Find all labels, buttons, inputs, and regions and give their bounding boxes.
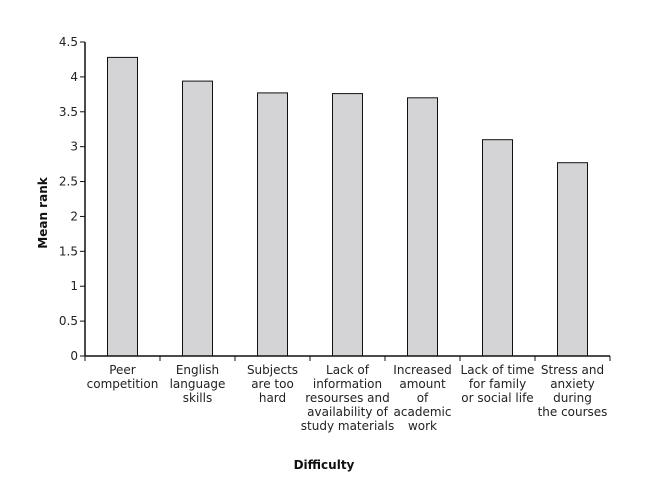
y-tick-label: 1.5 — [59, 244, 78, 258]
y-axis: 0 0.5 1 1.5 2 2.5 3 3.5 4 4.5 — [59, 35, 86, 363]
y-tick-label: 4 — [70, 70, 78, 84]
bars-group — [107, 56, 588, 357]
y-tick-label: 1 — [70, 279, 78, 293]
x-category-label: Peer competition — [87, 363, 159, 391]
y-tick-label: 0 — [70, 349, 78, 363]
bar-0 — [107, 56, 138, 357]
y-tick-label: 2.5 — [59, 175, 78, 189]
y-tick-label: 0.5 — [59, 314, 78, 328]
bar-3 — [332, 93, 363, 357]
y-tick-label: 3.5 — [59, 105, 78, 119]
x-category-label: Subjects are too hard — [247, 363, 298, 405]
y-tick-label: 2 — [70, 209, 78, 223]
x-axis-title: Difficulty — [294, 458, 355, 472]
y-tick-label: 4.5 — [59, 35, 78, 49]
x-axis: Peer competition English language skills Subj… — [84, 355, 611, 433]
y-tick-label: 3 — [70, 140, 78, 154]
x-category-label: Increased amount of academic work — [393, 363, 451, 433]
y-axis-title: Mean rank — [36, 176, 50, 248]
bar-2 — [257, 92, 288, 357]
x-category-label: Lack of information resourses and availabil… — [301, 363, 394, 433]
x-category-label: Lack of time for family or social life — [461, 363, 535, 405]
x-category-label: Stress and anxiety during the courses — [538, 363, 608, 419]
bar-1 — [182, 80, 213, 357]
bar-5 — [482, 139, 513, 357]
bar-6 — [557, 162, 588, 357]
x-category-label: English language skills — [170, 363, 226, 405]
bar-4 — [407, 97, 438, 357]
